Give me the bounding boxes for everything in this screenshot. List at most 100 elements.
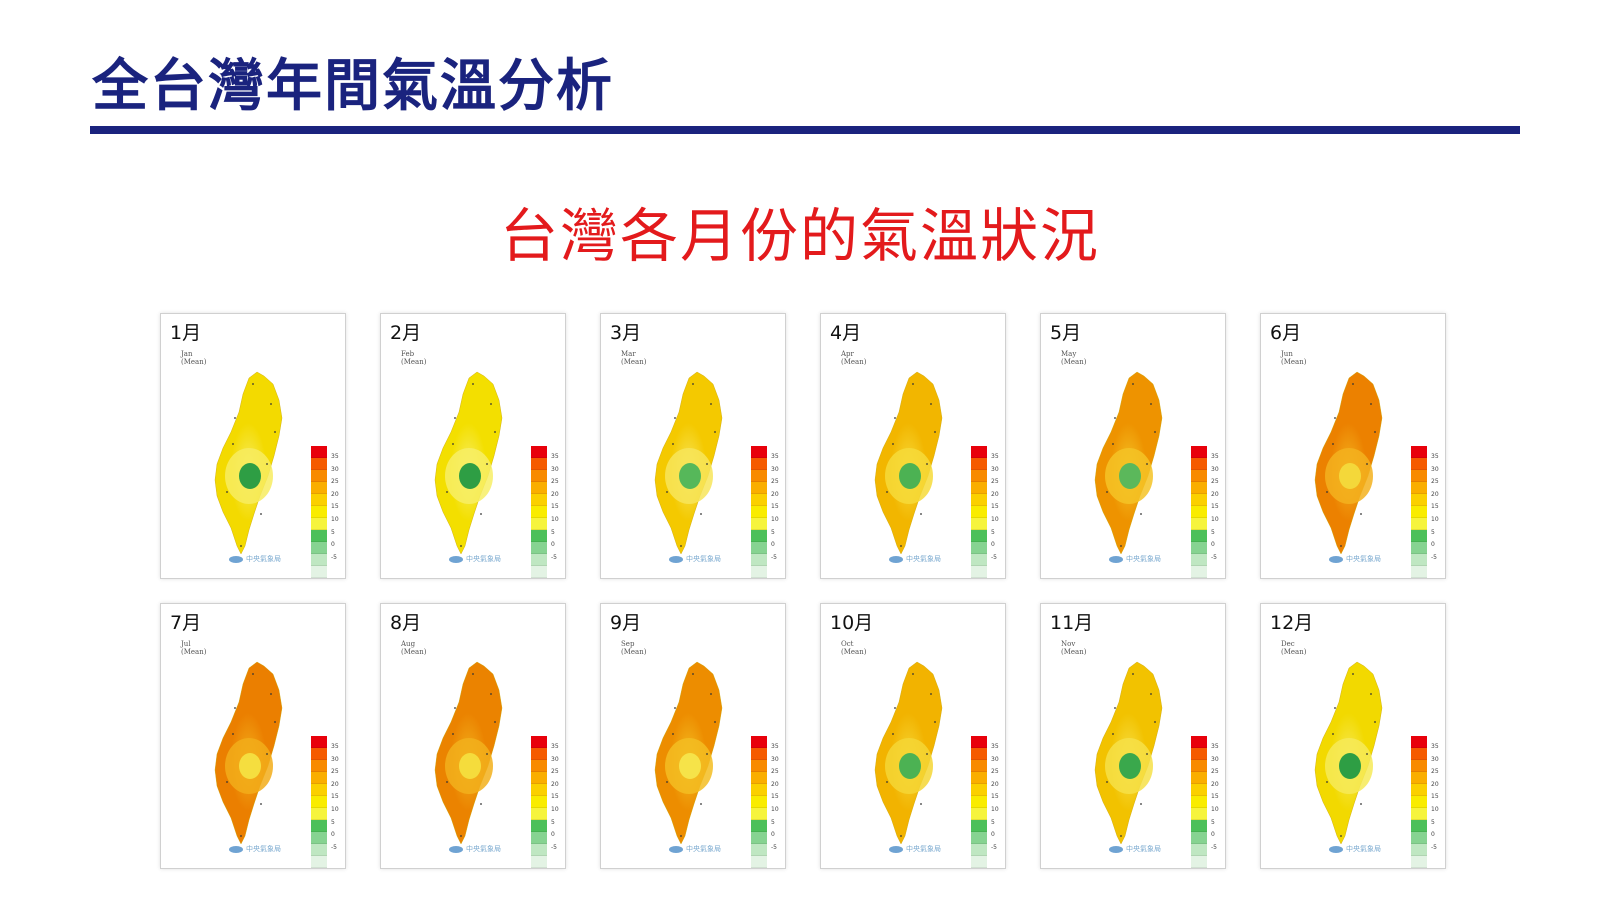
month-mean-caption: (Mean) [621,358,647,366]
legend-tick-label: 35 [771,453,779,460]
legend-tick-label: 15 [771,503,779,511]
weather-station-dot [1146,463,1148,465]
month-mean-caption: (Mean) [1281,358,1307,366]
legend-swatch [751,844,767,856]
legend-swatch [751,820,767,832]
legend-tick-label: 5 [771,528,775,536]
weather-station-dot [672,733,674,735]
legend-tick-label: 5 [551,528,555,536]
weather-station-dot [480,513,482,515]
agency-name: 中央氣象局 [686,845,721,853]
legend-swatch [1191,772,1207,784]
legend-tick-label: -5 [331,843,337,851]
legend-tick-label: 20 [991,780,999,788]
month-english-name: Mar [621,350,636,358]
legend-swatch [971,494,987,506]
agency-logo-icon [1329,845,1343,853]
legend-swatch [751,772,767,784]
legend-tick-label: 5 [331,528,335,536]
legend-swatch [1191,760,1207,772]
legend-tick-label: 0 [1431,831,1435,839]
legend-scale-labels: 35 30 25 20 15 10 5 0 -5 [1211,451,1219,564]
taiwan-temperature-map [654,371,723,555]
agency-watermark: 中央氣象局 [889,554,941,564]
legend-tick-label: 30 [771,465,779,473]
weather-station-dot [714,431,716,433]
legend-swatch [531,820,547,832]
weather-station-dot [886,491,888,493]
legend-swatch [971,772,987,784]
weather-station-dot [1114,707,1116,709]
temperature-color-legend [1191,446,1207,579]
legend-swatch [311,470,327,482]
agency-logo-icon [889,845,903,853]
legend-tick-label: 30 [1431,755,1439,763]
legend-tick-label: -5 [1431,843,1437,851]
weather-station-dot [1340,545,1342,547]
weather-station-dot [666,491,668,493]
legend-scale-labels: 35 30 25 20 15 10 5 0 -5 [551,451,559,564]
legend-swatch [751,446,767,458]
weather-station-dot [1112,733,1114,735]
weather-station-dot [1146,753,1148,755]
weather-station-dot [1106,491,1108,493]
legend-swatch [751,796,767,808]
month-label: 7月 [170,612,202,634]
weather-station-dot [680,545,682,547]
legend-swatch [751,494,767,506]
month-mean-caption: (Mean) [1061,358,1087,366]
legend-swatch [531,748,547,760]
month-mean-caption: (Mean) [1061,648,1087,656]
central-mountain-core [899,753,921,779]
legend-tick-label: 30 [1431,465,1439,473]
legend-swatch [311,566,327,578]
legend-tick-label: 10 [331,805,339,813]
agency-watermark: 中央氣象局 [449,554,501,564]
month-map-panel: 5月 May (Mean) 35 30 25 20 15 10 5 0 -5 中央氣象局 [1040,313,1226,579]
legend-tick-label: 0 [331,831,335,839]
legend-swatch [311,832,327,844]
legend-swatch [971,530,987,542]
central-mountain-core [679,753,701,779]
weather-station-dot [1352,673,1354,675]
legend-swatch [311,844,327,856]
month-english-caption: Jun (Mean) [1281,350,1306,366]
legend-swatch [311,482,327,494]
legend-swatch [311,506,327,518]
central-mountain-core [239,753,261,779]
weather-station-dot [674,417,676,419]
temperature-color-legend [531,736,547,868]
legend-tick-label: 35 [991,743,999,750]
legend-tick-label: -5 [1431,553,1437,561]
legend-tick-label: 0 [991,831,995,839]
legend-tick-label: 25 [771,768,779,776]
weather-station-dot [252,673,254,675]
legend-tick-label: -5 [771,843,777,851]
legend-swatch [751,530,767,542]
weather-station-dot [1132,673,1134,675]
agency-watermark: 中央氣象局 [669,844,721,854]
legend-tick-label: 15 [1431,503,1439,511]
legend-swatch [531,482,547,494]
legend-tick-label: 35 [1211,453,1219,460]
agency-logo-icon [1109,845,1123,853]
legend-scale-labels: 35 30 25 20 15 10 5 0 -5 [991,451,999,564]
legend-tick-label: 15 [771,793,779,801]
month-map-panel: 11月 Nov (Mean) 35 30 25 20 15 10 5 0 -5 中央氣象局 [1040,603,1226,869]
weather-station-dot [460,545,462,547]
legend-tick-label: 10 [1431,515,1439,523]
legend-tick-label: 35 [551,743,559,750]
weather-station-dot [1360,803,1362,805]
legend-swatch [531,760,547,772]
legend-swatch [1191,578,1207,579]
legend-swatch [1411,784,1427,796]
month-map-panel: 2月 Feb (Mean) 35 30 25 20 15 10 5 0 -5 中央氣象局 [380,313,566,579]
legend-tick-label: 35 [551,453,559,460]
legend-swatch [971,820,987,832]
legend-tick-label: 15 [1211,793,1219,801]
legend-swatch [971,482,987,494]
weather-station-dot [274,721,276,723]
legend-tick-label: 15 [551,503,559,511]
legend-tick-label: 25 [991,478,999,486]
weather-station-dot [672,443,674,445]
